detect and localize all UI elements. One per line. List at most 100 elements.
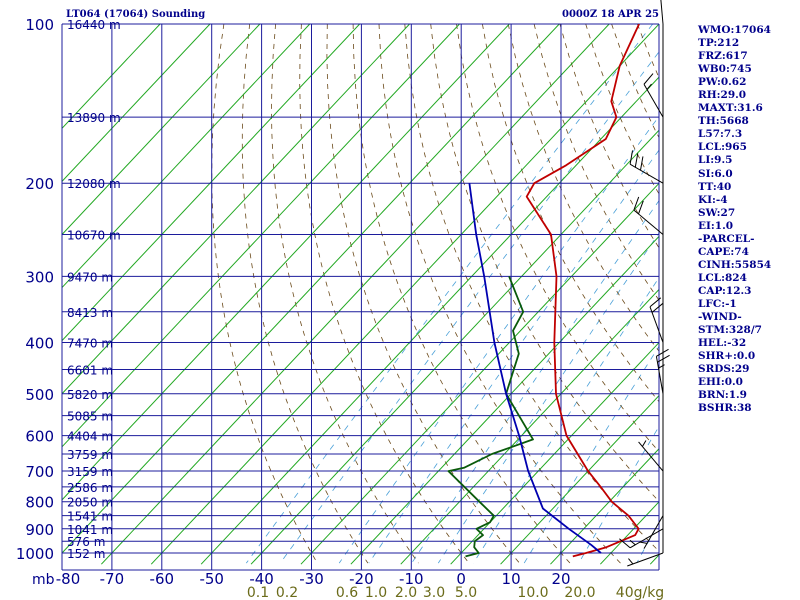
wind-barb <box>627 552 664 567</box>
height-label: 10670 m <box>67 229 121 243</box>
wind-barb <box>638 440 664 472</box>
temperature-tick-label: 20 <box>551 570 570 588</box>
mixing-ratio-label: 5.0 <box>455 585 477 600</box>
height-label: 152 m <box>67 547 105 561</box>
height-label: 1041 m <box>67 523 113 537</box>
temperature-tick-label: -20 <box>349 570 374 588</box>
isotherm-line <box>300 182 659 565</box>
pressure-tick-label: 400 <box>25 334 54 352</box>
height-label: 7470 m <box>67 336 113 350</box>
mixing-ratio-line <box>279 51 659 564</box>
isotherm-line <box>62 24 560 554</box>
index-row: WB0:745 <box>698 63 752 76</box>
wind-barb-feather <box>619 538 631 549</box>
wind-barb-feather <box>657 354 670 363</box>
wind-barb-staff <box>643 515 664 549</box>
mixing-ratio-label: 40g/kg <box>616 585 664 600</box>
isotherm-line <box>62 24 211 183</box>
wind-barb-staff <box>643 83 664 118</box>
index-row: BRN:1.9 <box>698 389 747 402</box>
height-label: 3759 m <box>67 448 113 462</box>
mixing-ratio-line <box>437 232 659 564</box>
height-label: 5820 m <box>67 388 113 402</box>
index-row: L57:7.3 <box>698 128 743 141</box>
pressure-tick-label: 600 <box>25 428 54 446</box>
height-label: 12080 m <box>67 177 121 191</box>
mixing-ratio-line <box>245 24 654 564</box>
index-row: SRDS:29 <box>698 363 750 376</box>
dewpoint-line <box>447 276 534 558</box>
wind-barb-feather <box>656 348 669 357</box>
wind-barb-staff <box>633 209 664 235</box>
wind-barb-staff <box>627 552 664 567</box>
sounding-indices-panel: WMO:17064 TP:212 FRZ:617 WB0:745 PW:0.62 RH:2… <box>698 24 771 415</box>
temperature-tick-label: 0 <box>456 570 466 588</box>
isotherm-line <box>62 24 510 501</box>
sounding-series <box>447 24 640 558</box>
index-row: EHI:0.0 <box>698 376 743 389</box>
wind-barb-feather <box>649 297 662 308</box>
isotherm-line <box>62 24 311 289</box>
temperature-tick-label: -10 <box>399 570 424 588</box>
height-label: 9470 m <box>67 270 113 284</box>
index-row: KI:-4 <box>698 193 728 206</box>
wind-barb-feather <box>651 303 664 313</box>
isotherm-line <box>550 448 659 565</box>
sounding-datetime: 0000Z 18 APR 25 <box>562 9 659 20</box>
index-row: TP:212 <box>698 37 740 50</box>
mixing-ratio-label: 10.0 <box>517 585 548 600</box>
wind-barb-feather <box>643 73 654 85</box>
wind-barb <box>640 515 664 549</box>
wind-barb-feather <box>633 196 640 211</box>
isotherm-line <box>500 394 659 565</box>
pressure-tick-label: 900 <box>25 521 54 539</box>
wind-barb-staff <box>629 163 664 184</box>
isotherm-line <box>450 341 659 565</box>
wind-barb-feather <box>629 150 634 165</box>
wind-barb-feather <box>641 440 647 447</box>
dry-adiabat-line <box>430 24 659 503</box>
mixing-ratio-line <box>473 277 659 564</box>
index-row: LI:9.5 <box>698 154 733 167</box>
isotherm-line <box>250 129 659 565</box>
index-row: EI:1.0 <box>698 219 734 232</box>
isotherm-line <box>200 76 659 565</box>
dry-adiabat-line <box>378 24 621 564</box>
wind-barb-feather <box>646 83 652 90</box>
index-row: -WIND- <box>698 311 742 324</box>
isotherm-line <box>100 24 610 565</box>
index-row: MAXT:31.6 <box>698 102 763 115</box>
wind-barb <box>660 0 664 25</box>
temperature-tick-label: -50 <box>199 570 224 588</box>
wind-barb-feather <box>629 539 636 546</box>
wind-barb <box>629 150 664 184</box>
isotherm-line <box>400 288 659 565</box>
dry-adiabat-line <box>299 24 470 564</box>
dry-adiabat-line <box>241 24 369 564</box>
dry-adiabat-line <box>271 24 419 564</box>
wind-barbs <box>619 0 670 567</box>
index-row: PW:0.62 <box>698 76 747 89</box>
dry-adiabat-line <box>352 24 571 564</box>
temperature-tick-label: -30 <box>299 570 324 588</box>
isotherm-line <box>62 24 261 236</box>
index-row: SW:27 <box>698 206 736 219</box>
isotherm-lines <box>62 24 659 565</box>
index-row: CAPE:74 <box>698 245 749 258</box>
parcel-line <box>468 183 602 554</box>
station-title: LT064 (17064) Sounding <box>66 9 206 20</box>
mixing-ratio-line <box>578 425 659 564</box>
mixing-ratio-label: 0.6 <box>336 585 358 600</box>
pressure-tick-label: 300 <box>25 268 54 286</box>
index-row: STM:328/7 <box>698 324 762 337</box>
mixing-ratio-label: 0.2 <box>276 585 298 600</box>
index-row: CINH:55854 <box>698 258 772 271</box>
index-row: LCL:965 <box>698 141 747 154</box>
mixing-ratio-line <box>411 199 659 564</box>
pressure-tick-label: 800 <box>25 494 54 512</box>
pressure-tick-label: 700 <box>25 463 54 481</box>
height-label: 6601 m <box>67 364 113 378</box>
index-row: LCL:824 <box>698 271 747 284</box>
mixing-ratio-line <box>368 149 659 564</box>
